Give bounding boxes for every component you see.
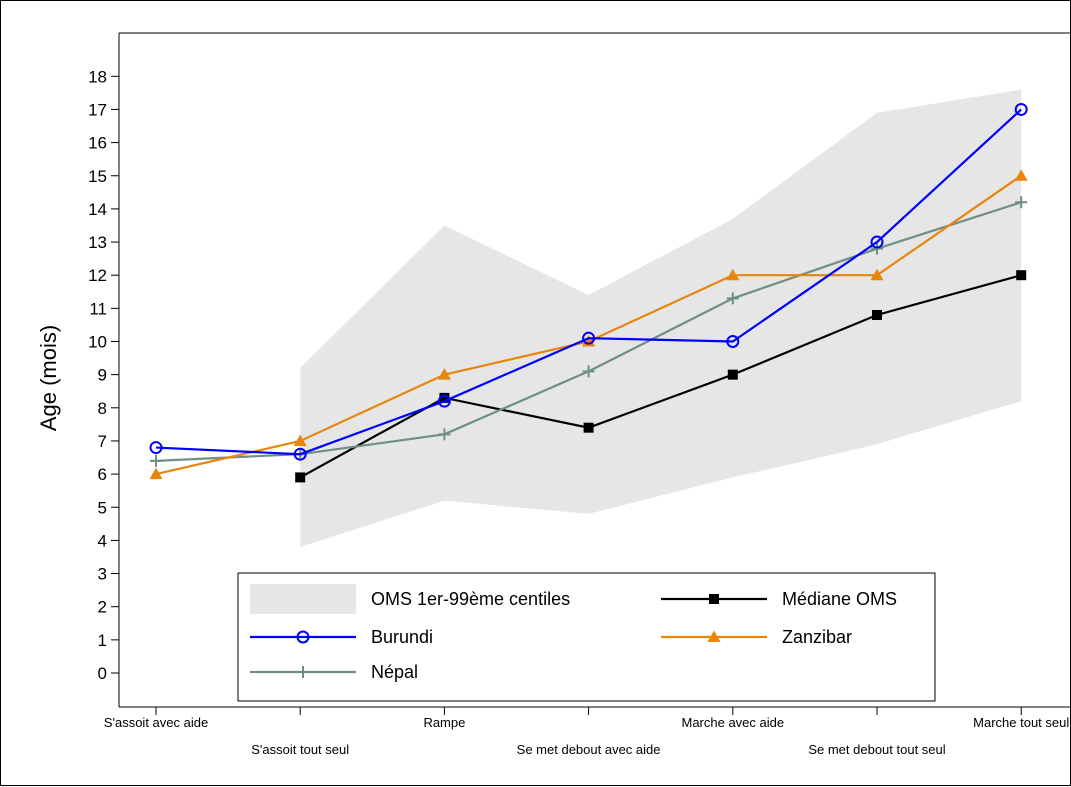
plus-marker xyxy=(150,454,162,467)
y-tick-label: 18 xyxy=(88,67,107,86)
legend-label: Burundi xyxy=(371,627,433,647)
triangle-marker xyxy=(707,630,721,642)
x-tick-label: Se met debout tout seul xyxy=(808,742,945,757)
plus-marker xyxy=(582,365,595,378)
series-layer xyxy=(149,102,1028,483)
y-tick-label: 9 xyxy=(98,366,107,385)
series-line xyxy=(155,108,1022,456)
triangle-marker xyxy=(1014,169,1028,181)
circle-marker xyxy=(296,630,310,644)
y-tick-label: 17 xyxy=(88,100,107,119)
circle-marker xyxy=(870,235,884,249)
square-marker xyxy=(1016,270,1027,281)
circle-marker xyxy=(293,447,307,461)
x-tick-label: Se met debout avec aide xyxy=(517,742,661,757)
y-tick-label: 0 xyxy=(98,664,107,683)
y-tick-label: 1 xyxy=(98,631,107,650)
triangle-marker xyxy=(726,268,740,281)
triangle-marker xyxy=(293,434,307,446)
square-marker xyxy=(872,309,882,320)
x-tick-label: Marche tout seul xyxy=(973,715,1069,730)
legend-label: Népal xyxy=(371,662,418,682)
y-tick-label: 14 xyxy=(88,200,107,219)
plus-marker xyxy=(1015,196,1028,209)
centile-band-area xyxy=(300,89,1022,548)
series-burundi xyxy=(149,102,1028,461)
legend-label: Médiane OMS xyxy=(782,589,897,609)
triangle-marker xyxy=(437,368,451,380)
y-tick-label: 12 xyxy=(88,266,107,285)
y-tick-label: 11 xyxy=(89,299,107,318)
series-zanzibar xyxy=(149,169,1028,480)
y-axis-label: Age (mois) xyxy=(36,325,61,431)
y-tick-label: 10 xyxy=(88,333,107,352)
square-marker xyxy=(709,594,719,604)
legend: OMS 1er-99ème centiles Médiane OMS Burundi… xyxy=(237,572,936,702)
y-tick-label: 16 xyxy=(88,134,107,153)
x-tick-label: S'assoit tout seul xyxy=(251,742,349,757)
square-marker xyxy=(439,392,450,403)
y-tick-label: 6 xyxy=(98,465,107,484)
centile-band-layer xyxy=(300,89,1022,548)
circle-marker xyxy=(437,394,451,408)
square-marker xyxy=(583,422,594,433)
y-tick-label: 3 xyxy=(98,565,107,584)
x-tick-label: S'assoit avec aide xyxy=(104,715,208,730)
y-tick-label: 2 xyxy=(98,598,107,617)
y-tick-label: 15 xyxy=(88,167,107,186)
circle-marker xyxy=(582,331,596,345)
legend-swatch-band xyxy=(250,584,356,614)
x-tick-label: Rampe xyxy=(423,715,465,730)
circle-marker xyxy=(726,335,740,348)
circle-marker xyxy=(1014,102,1028,116)
y-tick-label: 5 xyxy=(98,498,107,517)
y-tick-label: 8 xyxy=(98,399,107,418)
triangle-marker xyxy=(149,467,163,480)
plus-marker xyxy=(297,666,309,678)
legend-label: OMS 1er-99ème centiles xyxy=(371,589,570,609)
y-tick-label: 7 xyxy=(98,432,107,451)
plus-marker xyxy=(871,242,883,255)
plus-marker xyxy=(726,292,739,305)
y-tick-label: 13 xyxy=(88,233,107,252)
y-tick-label: 4 xyxy=(98,531,107,550)
square-marker xyxy=(295,472,306,483)
square-marker xyxy=(727,369,738,380)
legend-label: Zanzibar xyxy=(782,627,852,647)
circle-marker xyxy=(149,441,163,455)
x-tick-label: Marche avec aide xyxy=(681,715,784,730)
plus-marker xyxy=(438,428,451,441)
triangle-marker xyxy=(870,268,884,281)
